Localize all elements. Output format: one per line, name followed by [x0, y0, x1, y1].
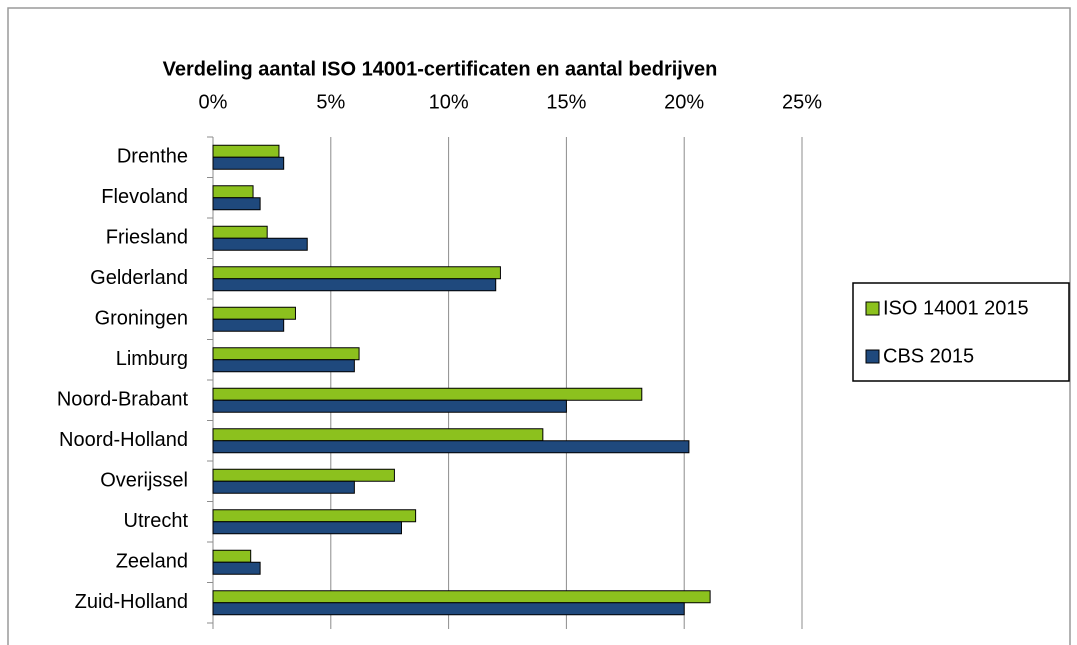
x-tick-label: 0% — [199, 91, 228, 113]
legend-box — [852, 282, 1070, 382]
y-tick-label: Friesland — [106, 227, 188, 249]
bar — [212, 440, 690, 454]
y-tick-label: Groningen — [95, 308, 188, 330]
bar — [212, 399, 567, 413]
chart-title: Verdeling aantal ISO 14001-certificaten … — [163, 58, 718, 80]
y-tick-label: Noord-Brabant — [57, 389, 189, 411]
y-tick-label: Overijssel — [100, 470, 188, 492]
bar — [212, 359, 355, 373]
legend-swatch — [865, 301, 880, 316]
y-tick-label: Flevoland — [101, 186, 188, 208]
bar — [212, 468, 395, 482]
bar — [212, 225, 268, 239]
y-tick-label: Zuid-Holland — [75, 591, 188, 613]
chart-frame — [7, 7, 1071, 645]
y-tick-label: Zeeland — [116, 551, 188, 573]
bar — [212, 521, 402, 535]
bar — [212, 156, 285, 170]
bar — [212, 387, 643, 401]
x-tick-label: 5% — [316, 91, 345, 113]
legend-label: CBS 2015 — [883, 345, 974, 367]
bar — [212, 509, 417, 523]
x-tick-label: 10% — [429, 91, 469, 113]
bar — [212, 549, 252, 563]
bar — [212, 144, 280, 158]
bar — [212, 347, 360, 361]
bar — [212, 306, 296, 320]
x-tick-label: 15% — [546, 91, 586, 113]
y-tick-label: Limburg — [116, 348, 188, 370]
bar — [212, 480, 355, 494]
bar — [212, 590, 711, 604]
legend-label: ISO 14001 2015 — [883, 297, 1029, 319]
bar — [212, 237, 308, 251]
x-tick-label: 25% — [782, 91, 822, 113]
x-tick-label: 20% — [664, 91, 704, 113]
bar — [212, 278, 497, 292]
bar — [212, 428, 544, 442]
legend-swatch — [865, 349, 880, 364]
bar — [212, 561, 261, 575]
bar — [212, 318, 285, 332]
bar — [212, 197, 261, 211]
y-tick-label: Noord-Holland — [59, 429, 188, 451]
y-tick-label: Gelderland — [90, 267, 188, 289]
bar — [212, 602, 685, 616]
bar — [212, 185, 254, 199]
y-tick-label: Utrecht — [124, 510, 189, 532]
y-tick-label: Drenthe — [117, 146, 188, 168]
bar — [212, 266, 501, 280]
